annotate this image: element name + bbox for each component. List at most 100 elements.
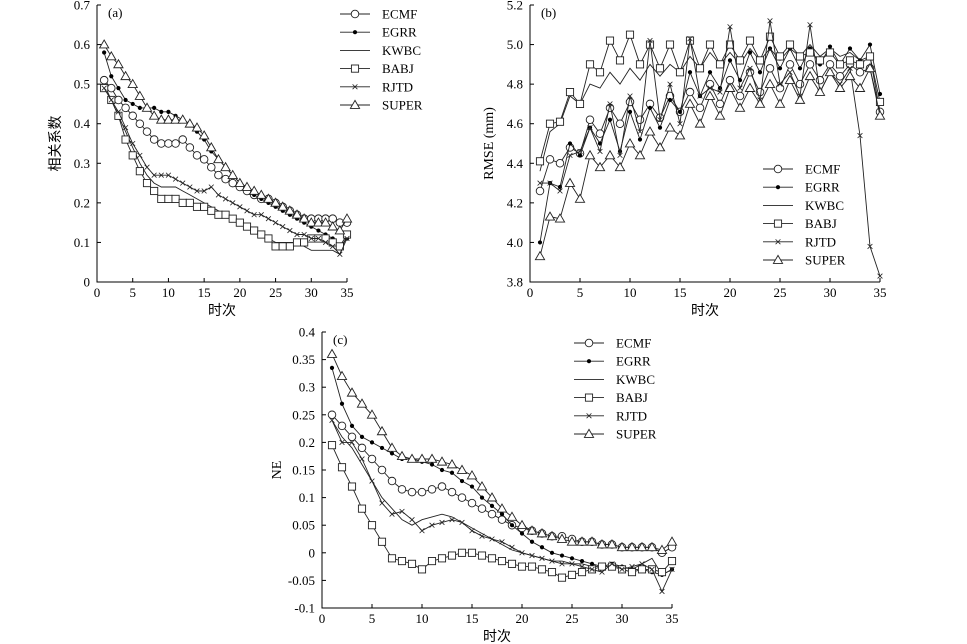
data-point	[627, 568, 637, 577]
data-point	[207, 206, 216, 215]
data-point	[135, 119, 145, 128]
data-point	[397, 557, 407, 566]
data-point	[774, 98, 786, 108]
data-point	[148, 110, 160, 120]
data-point	[341, 213, 353, 223]
data-point	[599, 569, 605, 575]
data-point	[847, 46, 853, 51]
data-point	[684, 98, 696, 108]
data-point	[305, 217, 317, 227]
data-point	[536, 527, 548, 538]
data-point	[291, 209, 303, 219]
data-point	[569, 561, 575, 567]
data-point	[707, 70, 713, 75]
data-point	[192, 151, 202, 160]
legend-label: RJTD	[616, 408, 647, 423]
data-point	[704, 90, 716, 100]
data-point	[597, 562, 607, 571]
data-point	[367, 521, 377, 530]
data-point	[605, 36, 615, 45]
data-point	[191, 122, 203, 132]
data-point	[292, 238, 302, 247]
data-point	[549, 558, 555, 564]
data-point	[436, 456, 448, 466]
data-point	[714, 110, 726, 120]
data-point	[419, 528, 425, 534]
data-point	[322, 239, 329, 246]
data-point	[814, 86, 826, 96]
data-point	[199, 155, 209, 164]
data-point	[797, 66, 803, 71]
y-tick-label: 4.8	[507, 77, 523, 92]
data-point	[329, 365, 335, 370]
data-point	[586, 536, 598, 546]
data-point	[835, 60, 845, 69]
data-point	[559, 561, 565, 567]
data-point	[517, 562, 527, 571]
data-point	[545, 119, 555, 128]
data-point	[509, 523, 515, 528]
data-point	[200, 202, 209, 211]
data-point	[337, 463, 347, 472]
x-tick-label: 10	[162, 285, 175, 300]
data-point	[152, 105, 157, 110]
data-point	[221, 210, 230, 219]
y-tick-label: 0.7	[74, 0, 91, 13]
data-point	[327, 221, 339, 231]
data-point	[587, 124, 593, 131]
y-tick-label: 0.3	[299, 380, 315, 395]
legend-marker	[350, 9, 360, 19]
data-point	[157, 139, 166, 148]
data-point	[439, 467, 445, 473]
x-tick-label: 30	[305, 285, 318, 300]
data-point	[604, 149, 616, 160]
data-point	[165, 172, 172, 178]
series-line-kwbc	[331, 420, 673, 576]
data-point	[564, 177, 576, 187]
data-point	[565, 88, 575, 97]
panel-label: (a)	[108, 5, 122, 20]
data-point	[585, 60, 595, 69]
data-point	[757, 70, 763, 75]
data-point	[294, 231, 300, 238]
data-point	[250, 226, 259, 235]
data-point	[258, 212, 264, 218]
data-point	[745, 36, 755, 45]
data-point	[447, 487, 457, 497]
legend-label: EGRR	[805, 180, 840, 195]
data-point	[150, 186, 159, 196]
data-point	[735, 91, 745, 101]
data-point	[164, 194, 173, 203]
series-kwbc	[331, 420, 673, 576]
data-point	[449, 516, 455, 523]
data-point	[221, 174, 230, 184]
data-point	[595, 68, 605, 77]
data-point	[857, 132, 863, 139]
data-point	[717, 89, 723, 95]
x-tick-label: 35	[666, 611, 679, 626]
data-point	[649, 566, 655, 573]
data-point	[589, 566, 595, 573]
data-point	[675, 68, 685, 77]
data-point	[439, 519, 445, 526]
data-point	[177, 114, 189, 124]
data-point	[359, 456, 365, 462]
data-point	[479, 533, 485, 539]
data-point	[625, 30, 635, 39]
data-point	[727, 58, 733, 63]
data-point	[715, 99, 725, 109]
data-point	[330, 243, 336, 250]
data-point	[121, 103, 130, 113]
data-point	[185, 198, 194, 207]
x-tick-label: 20	[516, 611, 529, 626]
legend-marker	[352, 84, 358, 90]
y-tick-label: 0.2	[74, 195, 90, 210]
x-tick-label: 0	[527, 285, 534, 300]
data-point	[666, 536, 678, 546]
data-point	[389, 511, 395, 517]
data-point	[754, 98, 766, 108]
panel-2: 0 5 10 15 20 25 30 35 3.8 4.0 4.2 4.4 4.6 4.8 5.0 5.2 时次…	[482, 0, 887, 319]
series-super	[534, 62, 886, 261]
data-point	[284, 205, 296, 215]
data-point	[357, 443, 367, 453]
